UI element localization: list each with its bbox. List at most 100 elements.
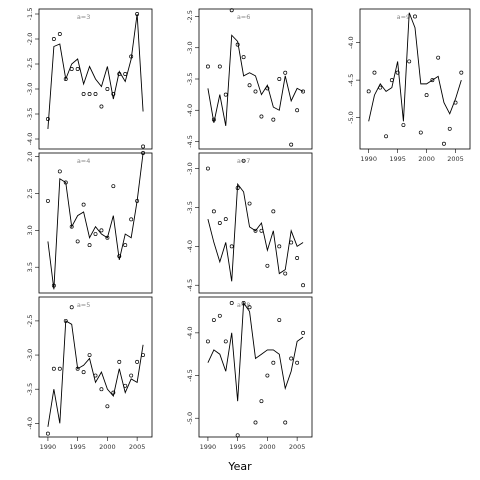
panel-frame <box>38 296 153 438</box>
y-tick-label: 2.0 <box>26 152 34 162</box>
y-tick-label: 3.5 <box>26 262 34 272</box>
data-point <box>117 254 122 259</box>
data-point <box>301 89 306 94</box>
data-point <box>141 144 146 149</box>
x-tick-label: 1995 <box>389 155 406 163</box>
data-point <box>105 87 110 91</box>
data-point <box>69 305 74 310</box>
data-point <box>111 184 116 189</box>
series-line <box>47 153 144 290</box>
data-point <box>301 283 306 288</box>
data-point <box>229 8 234 13</box>
data-point <box>217 221 222 225</box>
y-tick-label: -1.5 <box>26 8 34 21</box>
data-point <box>63 180 68 185</box>
data-point <box>51 283 56 288</box>
y-tick-label: -4.0 <box>347 36 355 49</box>
data-point <box>235 186 240 190</box>
data-point <box>123 383 128 388</box>
data-point <box>253 228 258 233</box>
data-point <box>211 209 216 214</box>
data-point <box>265 263 270 268</box>
data-point <box>99 387 104 392</box>
data-point <box>129 54 134 59</box>
data-point <box>277 77 282 81</box>
data-point <box>253 420 258 425</box>
x-tick-label: 1990 <box>40 443 57 451</box>
data-point <box>99 228 104 233</box>
y-tick-label: -4.0 <box>26 133 34 146</box>
data-point <box>247 201 252 206</box>
data-point <box>241 55 246 60</box>
data-point <box>401 123 406 127</box>
data-point <box>211 117 216 122</box>
y-tick-label: -2.5 <box>26 58 34 71</box>
y-tick-label: -4.5 <box>186 279 194 292</box>
data-point <box>141 353 146 357</box>
data-point <box>253 89 258 94</box>
data-point <box>447 126 452 131</box>
x-tick-label: 1990 <box>200 443 217 451</box>
data-point <box>229 244 234 249</box>
data-point <box>384 134 389 139</box>
data-point <box>217 64 222 69</box>
data-point <box>81 92 86 96</box>
data-point <box>436 55 441 60</box>
x-tick-label: 1995 <box>69 443 86 451</box>
data-point <box>205 64 210 69</box>
series-line <box>207 34 304 126</box>
y-tick-label: -3.0 <box>26 83 34 96</box>
data-point <box>430 78 435 83</box>
data-point <box>105 235 110 240</box>
panel-frame <box>359 8 471 150</box>
data-point <box>247 305 252 310</box>
panel-a-3: a=3 -1.5 -2.0 -2.5 -3.0 -3.5 -4.0 <box>26 8 153 150</box>
data-point <box>87 243 92 248</box>
y-tick-label: -3.0 <box>26 349 34 362</box>
data-point <box>259 399 264 404</box>
y-tick-label: 3.0 <box>26 225 34 235</box>
y-tick-label: -2.5 <box>186 10 194 23</box>
panel-a-5: a=5 -2.5 -3.0 -3.5 -4.0 1990 1995 2000 2005 <box>26 296 153 451</box>
data-point <box>295 360 300 365</box>
data-point <box>453 100 458 105</box>
data-point <box>283 70 288 75</box>
data-point <box>129 217 134 222</box>
y-tick-label: -3.5 <box>186 73 194 86</box>
data-point <box>117 359 122 364</box>
y-tick-label: -3.0 <box>186 162 194 175</box>
x-tick-label: 2000 <box>259 443 276 451</box>
data-point <box>459 70 464 75</box>
data-point <box>241 158 246 163</box>
data-point <box>129 373 134 378</box>
data-point <box>75 239 80 244</box>
x-axis-title: Year <box>227 460 252 473</box>
data-point <box>81 370 86 375</box>
y-tick-label: -2.0 <box>26 33 34 46</box>
data-point <box>295 108 300 113</box>
data-point <box>123 72 128 76</box>
data-point <box>93 232 98 237</box>
data-point <box>366 89 371 94</box>
data-point <box>283 420 288 425</box>
data-point <box>69 67 74 71</box>
data-point <box>93 373 98 378</box>
data-point <box>117 72 122 76</box>
x-tick-label: 1995 <box>229 443 246 451</box>
panel-a-9: a=9 -4.0 -4.5 -5.0 1990 1995 2000 2005 <box>347 8 471 163</box>
y-tick-label: -3.0 <box>186 41 194 54</box>
data-point <box>259 228 264 233</box>
x-tick-label: 2005 <box>129 443 146 451</box>
y-tick-label: -4.0 <box>26 417 34 430</box>
data-point <box>135 12 140 16</box>
panel-label: a=3 <box>77 13 91 21</box>
panel-label: a=5 <box>77 301 91 309</box>
data-point <box>277 318 282 322</box>
data-point <box>295 256 300 260</box>
panel-label: a=4 <box>77 157 91 165</box>
series-line <box>368 12 462 122</box>
data-point <box>87 92 92 96</box>
data-point <box>229 301 234 305</box>
y-tick-label: -4.5 <box>186 135 194 148</box>
data-point <box>223 217 228 222</box>
